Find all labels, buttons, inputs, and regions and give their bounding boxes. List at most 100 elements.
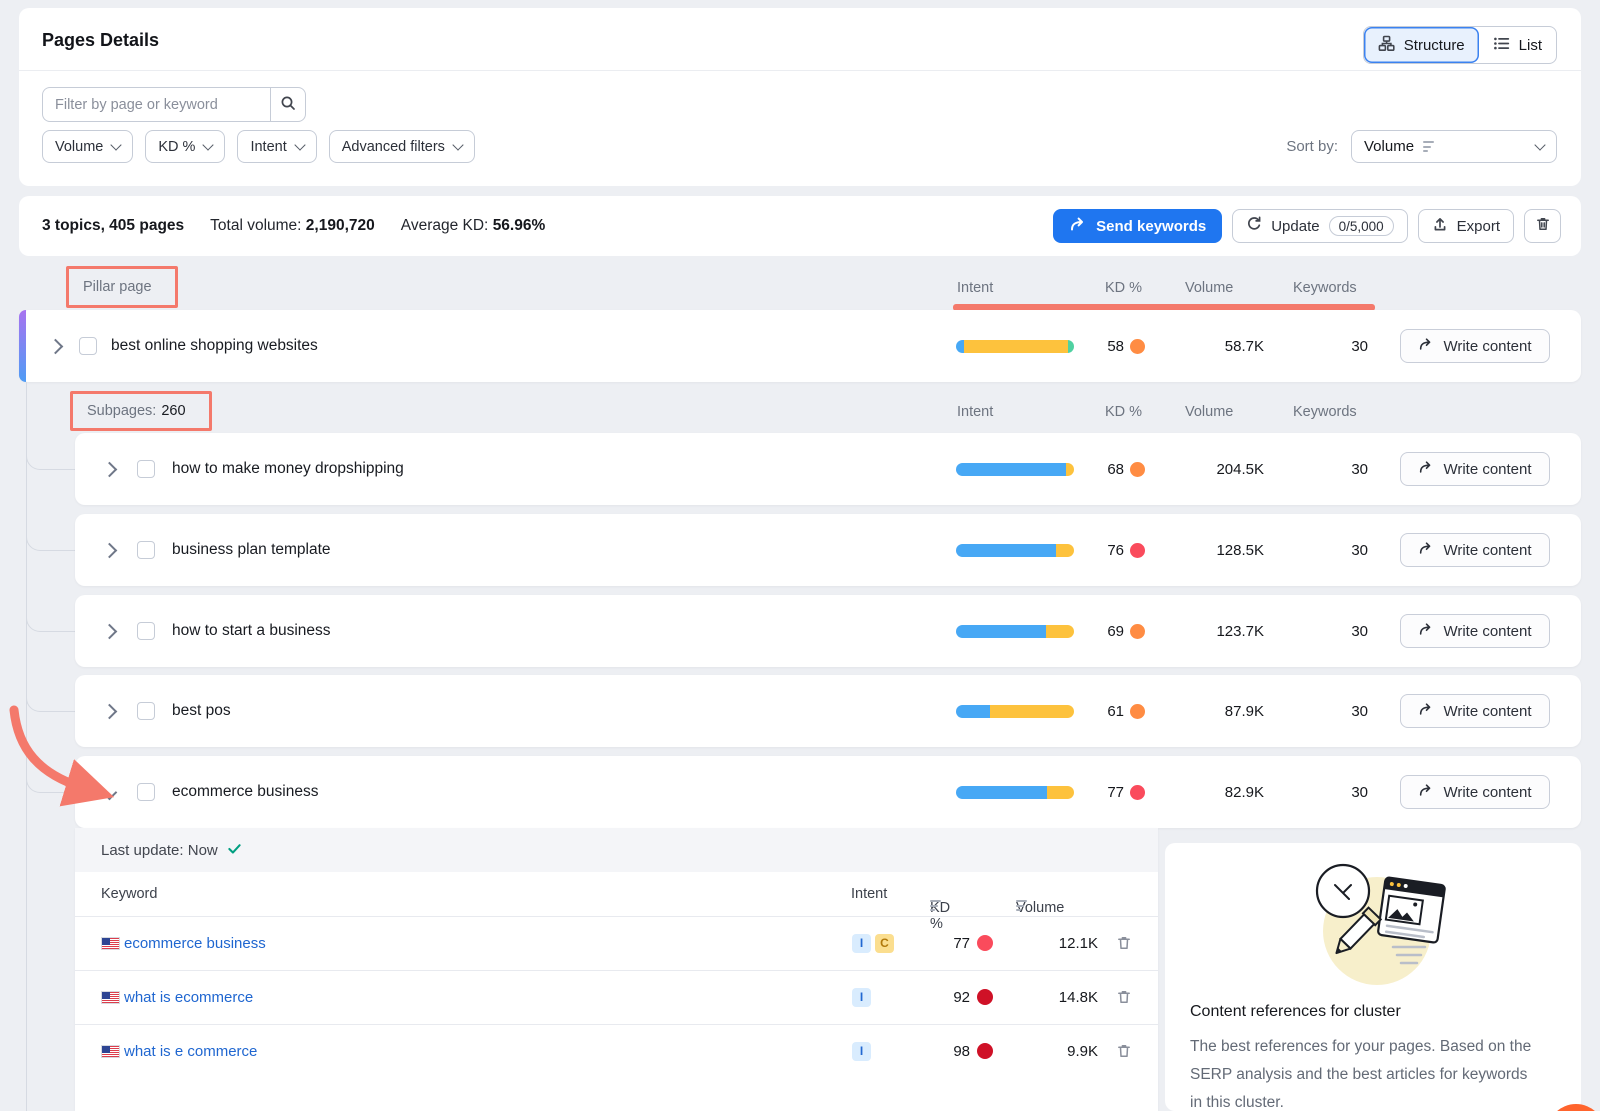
intent-column-header: Intent xyxy=(851,886,887,902)
last-update-text: Last update: Now xyxy=(101,842,218,859)
volume-value: 58.7K xyxy=(1164,310,1264,382)
summary-stats: 3 topics, 405 pages Total volume: 2,190,… xyxy=(42,196,545,256)
us-flag-icon xyxy=(101,1045,120,1058)
intent-badge-informational: I xyxy=(852,988,871,1007)
kd-dot xyxy=(977,989,993,1005)
kd-value: 77 xyxy=(920,916,970,970)
keyword-row-partial xyxy=(75,1078,1158,1111)
refresh-icon xyxy=(1246,216,1262,236)
row-checkbox[interactable] xyxy=(137,541,155,559)
expand-chevron-right-icon[interactable] xyxy=(102,461,118,477)
page-title: Pages Details xyxy=(42,30,159,51)
write-content-arrow-icon xyxy=(1418,621,1434,641)
list-view-label: List xyxy=(1519,37,1542,54)
volume-filter-label: Volume xyxy=(55,139,103,155)
write-content-label: Write content xyxy=(1443,542,1531,559)
sort-by-label: Sort by: xyxy=(1286,138,1338,155)
expand-chevron-right-icon[interactable] xyxy=(102,542,118,558)
write-content-button[interactable]: Write content xyxy=(1400,329,1550,363)
send-keywords-button[interactable]: Send keywords xyxy=(1053,209,1222,243)
keyword-row: what is e commerce I 98 9.9K xyxy=(75,1024,1158,1079)
update-button[interactable]: Update 0/5,000 xyxy=(1232,209,1407,243)
write-content-button[interactable]: Write content xyxy=(1400,775,1550,809)
kd-dot xyxy=(977,935,993,951)
kd-value: 69 xyxy=(1074,595,1124,667)
row-checkbox[interactable] xyxy=(137,783,155,801)
sort-icon xyxy=(1016,900,1027,911)
send-arrow-icon xyxy=(1069,215,1087,237)
intent-filter[interactable]: Intent xyxy=(237,130,316,163)
write-content-button[interactable]: Write content xyxy=(1400,533,1550,567)
search-input[interactable] xyxy=(42,87,270,122)
kd-value: 98 xyxy=(920,1024,970,1078)
search-button[interactable] xyxy=(270,87,306,122)
chevron-down-icon xyxy=(111,139,122,150)
row-checkbox[interactable] xyxy=(137,702,155,720)
annotation-pillar-page-box: Pillar page xyxy=(66,266,178,308)
write-content-button[interactable]: Write content xyxy=(1400,614,1550,648)
subpage-row[interactable]: how to start a business 69 123.7K 30 Wri… xyxy=(75,595,1581,667)
row-checkbox[interactable] xyxy=(137,622,155,640)
total-volume: Total volume: 2,190,720 xyxy=(210,217,375,235)
sort-by-select[interactable]: Volume xyxy=(1351,130,1557,163)
chevron-down-icon xyxy=(203,139,214,150)
view-toggle: Structure List xyxy=(1363,26,1557,64)
column-header-intent: Intent xyxy=(957,280,993,296)
delete-keyword-button[interactable] xyxy=(1116,970,1132,1024)
intent-bar xyxy=(956,625,1074,638)
keyword-column-header: Keyword xyxy=(101,886,157,902)
delete-button[interactable] xyxy=(1524,209,1561,243)
keyword-row: ecommerce business I C 77 12.1K xyxy=(75,916,1158,971)
trash-icon xyxy=(1116,1043,1132,1059)
volume-value: 87.9K xyxy=(1164,675,1264,747)
keywords-count: 30 xyxy=(1298,595,1368,667)
write-content-arrow-icon xyxy=(1418,336,1434,356)
topics-pages-count: 3 topics, 405 pages xyxy=(42,217,184,235)
keyword-row: what is ecommerce I 92 14.8K xyxy=(75,970,1158,1025)
volume-value: 12.1K xyxy=(1008,916,1098,970)
sub-column-header-intent: Intent xyxy=(957,404,993,420)
kd-filter[interactable]: KD % xyxy=(145,130,225,163)
pillar-row[interactable]: best online shopping websites 58 58.7K 3… xyxy=(19,310,1581,382)
subpage-row-expanded[interactable]: ecommerce business 77 82.9K 30 Write con… xyxy=(75,756,1581,828)
volume-filter[interactable]: Volume xyxy=(42,130,133,163)
subpage-row-title: best pos xyxy=(172,675,231,747)
kd-value: 61 xyxy=(1074,675,1124,747)
keywords-count: 30 xyxy=(1298,433,1368,505)
delete-keyword-button[interactable] xyxy=(1116,1024,1132,1078)
intent-badge-informational: I xyxy=(852,934,871,953)
row-checkbox[interactable] xyxy=(137,460,155,478)
structure-view-button[interactable]: Structure xyxy=(1364,27,1479,63)
total-volume-label: Total volume: xyxy=(210,217,301,234)
advanced-filters[interactable]: Advanced filters xyxy=(329,130,475,163)
subpage-row[interactable]: business plan template 76 128.5K 30 Writ… xyxy=(75,514,1581,586)
content-references-card: Content references for cluster The best … xyxy=(1165,843,1581,1111)
delete-keyword-button[interactable] xyxy=(1116,916,1132,970)
volume-value: 128.5K xyxy=(1164,514,1264,586)
summary-actions: Send keywords Update 0/5,000 Export xyxy=(1053,196,1561,256)
expand-chevron-right-icon[interactable] xyxy=(48,338,64,354)
subpage-row[interactable]: how to make money dropshipping 68 204.5K… xyxy=(75,433,1581,505)
write-content-label: Write content xyxy=(1443,623,1531,640)
write-content-button[interactable]: Write content xyxy=(1400,452,1550,486)
expand-chevron-right-icon[interactable] xyxy=(102,623,118,639)
kd-value: 76 xyxy=(1074,514,1124,586)
trash-icon xyxy=(1535,216,1551,236)
keyword-link[interactable]: what is e commerce xyxy=(124,1043,257,1060)
pillar-accent-bar xyxy=(19,310,26,382)
keyword-link[interactable]: what is ecommerce xyxy=(124,989,253,1006)
list-view-button[interactable]: List xyxy=(1479,27,1556,63)
header-card: Pages Details Structure xyxy=(19,8,1581,186)
write-content-arrow-icon xyxy=(1418,782,1434,802)
subpage-row[interactable]: best pos 61 87.9K 30 Write content xyxy=(75,675,1581,747)
kd-dot xyxy=(1130,624,1145,639)
content-references-illustration xyxy=(1293,851,1453,996)
row-checkbox[interactable] xyxy=(79,337,97,355)
write-content-button[interactable]: Write content xyxy=(1400,694,1550,728)
tree-branch-line xyxy=(26,615,76,632)
kd-dot xyxy=(977,1043,993,1059)
volume-value: 14.8K xyxy=(1008,970,1098,1024)
us-flag-icon xyxy=(101,937,120,950)
keyword-link[interactable]: ecommerce business xyxy=(124,935,266,952)
export-button[interactable]: Export xyxy=(1418,209,1514,243)
